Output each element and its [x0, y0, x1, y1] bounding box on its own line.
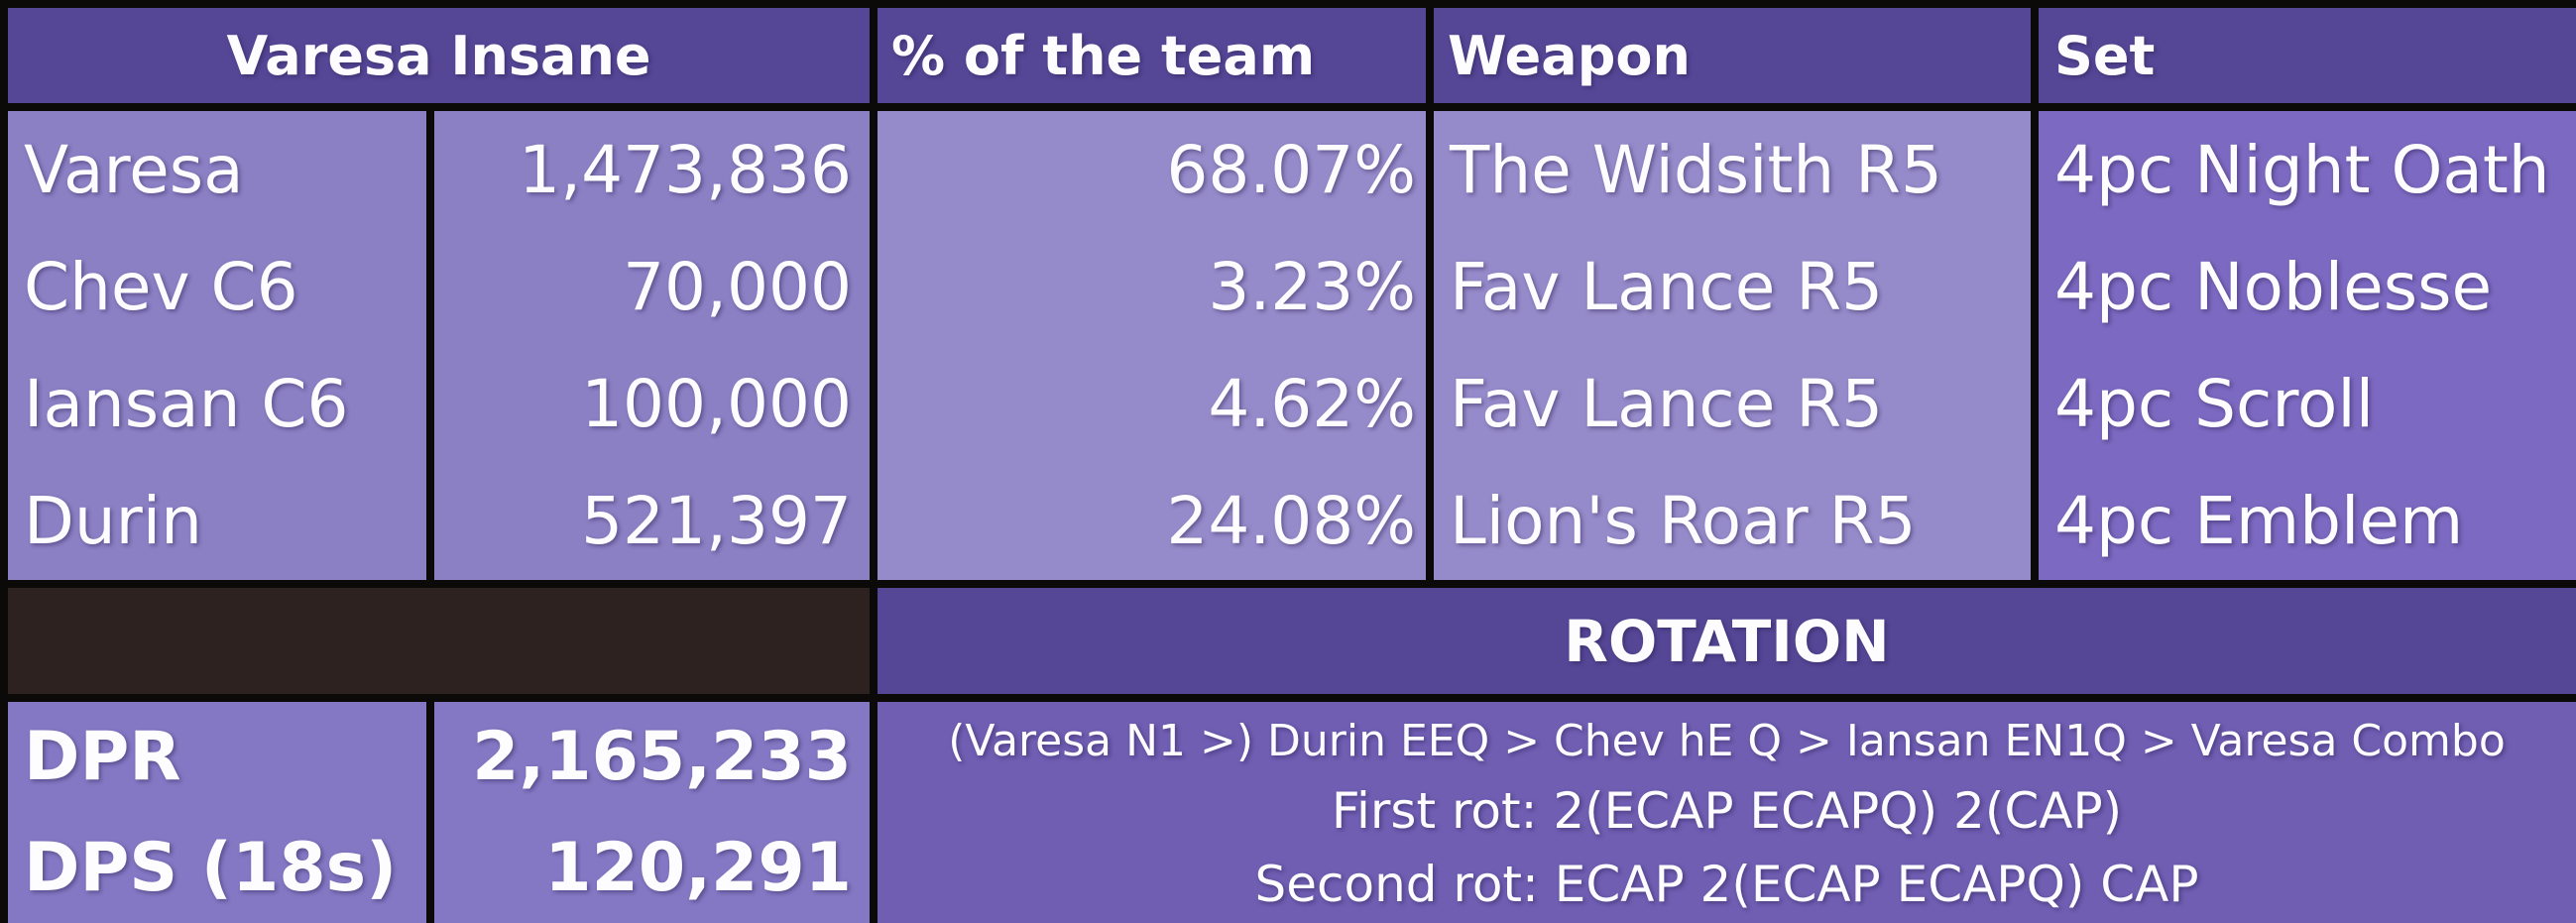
weapon-header-cell[interactable]: Weapon — [1434, 8, 2031, 103]
rotation-first-rot-line: First rot: 2(ECAP ECAPQ) 2(CAP) — [1331, 782, 2123, 840]
set-header-label: Set — [2054, 24, 2156, 87]
artifact-set[interactable]: 4pc Emblem — [2054, 483, 2464, 560]
artifact-set-column: 4pc Night Oath 4pc Noblesse 4pc Scroll 4… — [2039, 111, 2576, 580]
team-percent-column: 68.07% 3.23% 4.62% 24.08% — [878, 111, 1426, 580]
character-name[interactable]: Varesa — [24, 131, 244, 208]
weapon-name[interactable]: Lion's Roar R5 — [1450, 483, 1917, 560]
damage-value[interactable]: 521,397 — [581, 483, 852, 560]
team-percent[interactable]: 68.07% — [1166, 131, 1416, 208]
character-name-column: Varesa Chev C6 Iansan C6 Durin — [8, 111, 426, 580]
percent-header-cell[interactable]: % of the team — [878, 8, 1426, 103]
rotation-header-cell[interactable]: ROTATION — [878, 588, 2576, 694]
character-name[interactable]: Durin — [24, 483, 202, 560]
percent-header-label: % of the team — [891, 24, 1316, 87]
dps-label[interactable]: DPS (18s) — [24, 828, 398, 907]
damage-value[interactable]: 70,000 — [623, 248, 852, 325]
rotation-sequence-line: (Varesa N1 >) Durin EEQ > Chev hE Q > Ia… — [948, 716, 2506, 766]
summary-value-column: 2,165,233 120,291 — [434, 702, 870, 923]
weapon-name[interactable]: Fav Lance R5 — [1450, 248, 1884, 325]
team-percent[interactable]: 24.08% — [1166, 483, 1416, 560]
damage-value[interactable]: 1,473,836 — [519, 131, 852, 208]
character-name[interactable]: Chev C6 — [24, 248, 298, 325]
weapon-name[interactable]: Fav Lance R5 — [1450, 366, 1884, 443]
artifact-set[interactable]: 4pc Noblesse — [2054, 248, 2493, 325]
character-name[interactable]: Iansan C6 — [24, 366, 349, 443]
weapon-column: The Widsith R5 Fav Lance R5 Fav Lance R5… — [1434, 111, 2031, 580]
empty-cell[interactable] — [8, 588, 870, 694]
dpr-value[interactable]: 2,165,233 — [472, 718, 852, 797]
team-percent[interactable]: 4.62% — [1208, 366, 1416, 443]
weapon-name[interactable]: The Widsith R5 — [1450, 131, 1943, 208]
team-title-cell[interactable]: Varesa Insane — [8, 8, 870, 103]
damage-value-column: 1,473,836 70,000 100,000 521,397 — [434, 111, 870, 580]
dps-value[interactable]: 120,291 — [544, 828, 852, 907]
dpr-label[interactable]: DPR — [24, 718, 181, 797]
damage-value[interactable]: 100,000 — [581, 366, 852, 443]
team-title: Varesa Insane — [226, 24, 651, 87]
summary-label-column: DPR DPS (18s) — [8, 702, 426, 923]
team-percent[interactable]: 3.23% — [1208, 248, 1416, 325]
rotation-notes-cell[interactable]: (Varesa N1 >) Durin EEQ > Chev hE Q > Ia… — [878, 702, 2576, 923]
set-header-cell[interactable]: Set — [2039, 8, 2576, 103]
weapon-header-label: Weapon — [1448, 24, 1691, 87]
rotation-header-label: ROTATION — [1564, 607, 1890, 675]
rotation-second-rot-line: Second rot: ECAP 2(ECAP ECAPQ) CAP — [1254, 856, 2199, 913]
artifact-set[interactable]: 4pc Scroll — [2054, 366, 2375, 443]
artifact-set[interactable]: 4pc Night Oath — [2054, 131, 2550, 208]
